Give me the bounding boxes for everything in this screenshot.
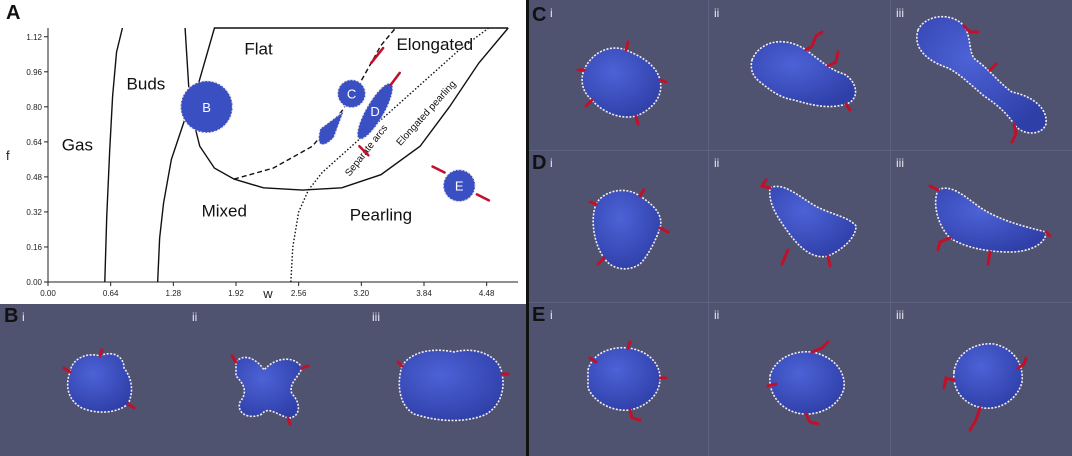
grid-line bbox=[529, 150, 1072, 151]
protein-tuft bbox=[475, 193, 491, 202]
panel-a-letter: A bbox=[6, 2, 21, 24]
y-tick-label: 0.64 bbox=[26, 138, 42, 147]
vesicle-c-inset-tail bbox=[318, 109, 345, 146]
protein-tuft bbox=[431, 165, 446, 174]
boundary-curve-2 bbox=[184, 27, 509, 191]
vesicle-inset bbox=[356, 82, 394, 140]
y-tick-label: 1.12 bbox=[26, 33, 42, 42]
x-tick-label: 1.92 bbox=[228, 289, 244, 298]
panel-e-letter: E bbox=[532, 304, 546, 326]
y-tick-label: 0.48 bbox=[26, 173, 42, 182]
region-label: Gas bbox=[62, 136, 93, 155]
x-tick-label: 3.84 bbox=[416, 289, 432, 298]
grid-line bbox=[529, 302, 1072, 303]
protein-tuft bbox=[389, 71, 401, 87]
panel-b-sub-i: i bbox=[22, 310, 25, 324]
y-tick-label: 0.16 bbox=[26, 243, 42, 252]
panel-b-letter: B bbox=[4, 305, 19, 327]
panel-d-sub-i: i bbox=[550, 156, 553, 170]
phase-diagram: 0.00 0.64 1.28 1.92 2.56 3.20 3.84 4.48 0.00 0.16… bbox=[6, 27, 518, 301]
panel-b-sub-ii: ii bbox=[192, 310, 198, 324]
y-axis-label: f bbox=[6, 148, 10, 163]
boundary-curve-0 bbox=[104, 27, 124, 283]
x-tick-label: 2.56 bbox=[291, 289, 307, 298]
panel-b-background bbox=[0, 304, 526, 456]
x-tick-label: 0.64 bbox=[103, 289, 119, 298]
vesicle-inset bbox=[336, 78, 367, 109]
y-tick-label: 0.80 bbox=[26, 103, 42, 112]
y-tick-label: 0.00 bbox=[26, 278, 42, 287]
shape-label: D bbox=[370, 104, 379, 119]
panel-c-sub-iii: iii bbox=[896, 6, 904, 20]
region-label: Mixed bbox=[202, 201, 247, 220]
y-tick-label: 0.32 bbox=[26, 208, 42, 217]
panel-d-sub-iii: iii bbox=[896, 156, 904, 170]
vesicle-inset bbox=[179, 80, 234, 134]
region-label: Buds bbox=[127, 74, 166, 93]
x-axis-label: w bbox=[262, 286, 273, 301]
boundary-curve-1 bbox=[156, 27, 509, 283]
shape-label: B bbox=[202, 100, 211, 115]
panel-c-sub-ii: ii bbox=[714, 6, 720, 20]
vesicle-inset bbox=[442, 168, 476, 203]
x-tick-label: 3.20 bbox=[354, 289, 370, 298]
x-tick-label: 1.28 bbox=[166, 289, 182, 298]
grid-line bbox=[708, 0, 709, 456]
protein-tuft bbox=[369, 46, 385, 65]
boundary-curve-3 bbox=[233, 27, 397, 180]
region-label: Pearling bbox=[350, 206, 412, 225]
panel-e-sub-i: i bbox=[550, 308, 553, 322]
region-label: Elongated bbox=[396, 35, 473, 54]
panel-d-letter: D bbox=[532, 152, 547, 174]
shape-label: C bbox=[347, 87, 356, 102]
y-tick-label: 0.96 bbox=[26, 68, 42, 77]
panel-b-sub-iii: iii bbox=[372, 310, 380, 324]
panel-c-sub-i: i bbox=[550, 6, 553, 20]
panel-c-letter: C bbox=[532, 4, 547, 26]
panel-e-sub-ii: ii bbox=[714, 308, 720, 322]
x-tick-label: 4.48 bbox=[479, 289, 495, 298]
panel-e-sub-iii: iii bbox=[896, 308, 904, 322]
panel-divider bbox=[526, 0, 529, 456]
grid-line bbox=[890, 0, 891, 456]
x-tick-label: 0.00 bbox=[40, 289, 56, 298]
boundary-curve-4 bbox=[290, 27, 490, 283]
panel-d-sub-ii: ii bbox=[714, 156, 720, 170]
right-panel-background bbox=[528, 0, 1072, 456]
shape-label: E bbox=[455, 179, 464, 194]
region-label: Flat bbox=[244, 39, 273, 58]
protein-tuft bbox=[358, 144, 370, 157]
